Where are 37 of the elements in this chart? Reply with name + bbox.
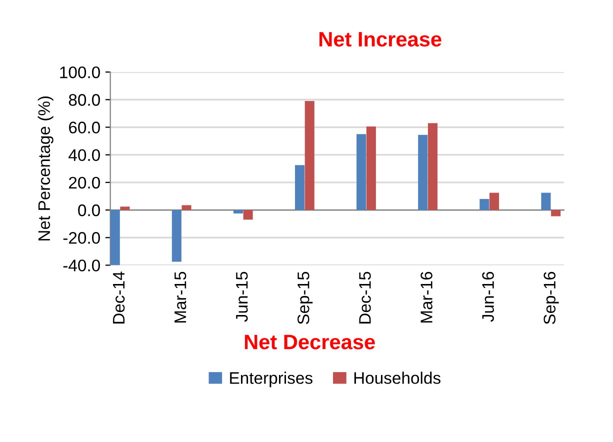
bar <box>233 210 243 214</box>
bar <box>489 192 500 210</box>
y-tick-label: -40.0 <box>63 260 100 272</box>
bar <box>172 210 182 262</box>
bar <box>182 205 192 210</box>
bar <box>356 134 366 210</box>
x-tick-label: Mar-15 <box>174 272 186 323</box>
y-tick-label: 100.0 <box>60 66 100 78</box>
y-tick-label: 80.0 <box>68 94 100 106</box>
x-tick-label: Sep-15 <box>298 272 313 324</box>
x-tick-label: Jun-16 <box>482 272 494 322</box>
y-tick-label: 0.0 <box>78 204 100 216</box>
legend-label: Households <box>354 372 440 384</box>
bar <box>418 134 428 210</box>
bar <box>110 210 120 266</box>
bar <box>120 206 130 210</box>
y-tick-label: 60.0 <box>69 122 100 134</box>
bar <box>480 198 490 210</box>
y-axis-title: Net Percentage (%) <box>38 96 54 240</box>
x-tick-label: Dec-14 <box>113 272 125 324</box>
bar <box>294 165 305 210</box>
y-tick-label: -20.0 <box>63 232 100 244</box>
bar <box>428 123 438 210</box>
bar <box>366 126 376 210</box>
x-tick-label: Sep-16 <box>544 272 559 324</box>
bar <box>304 101 314 210</box>
text: Net Increase <box>320 32 442 47</box>
y-tick-label: 20.0 <box>69 176 100 189</box>
x-tick-label: Mar-16 <box>420 272 432 323</box>
bar <box>551 210 561 216</box>
x-tick-label: Dec-15 <box>359 272 371 324</box>
text: Net Decrease <box>244 334 375 350</box>
x-tick-label: Jun-15 <box>236 272 248 322</box>
bar <box>243 210 253 220</box>
legend-label: Enterprises <box>230 372 312 388</box>
bar <box>541 192 551 210</box>
y-tick-label: 40.0 <box>68 149 100 162</box>
